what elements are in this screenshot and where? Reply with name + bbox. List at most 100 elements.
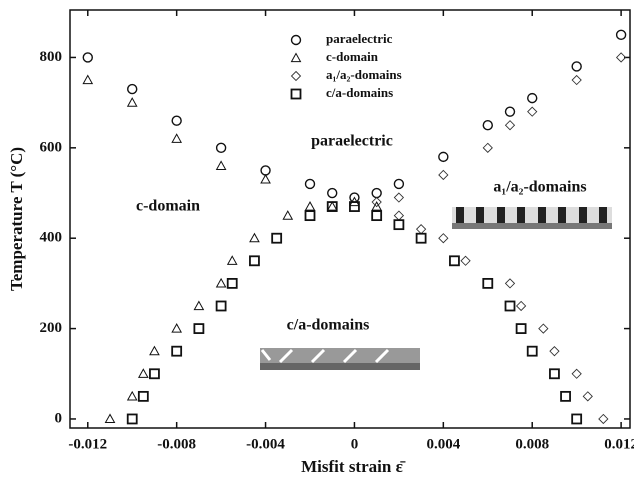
marker <box>415 232 427 244</box>
marker <box>249 232 260 243</box>
annotation: paraelectric <box>311 133 393 150</box>
marker <box>126 390 138 401</box>
marker <box>571 413 583 425</box>
legend-label: c/a-domains <box>326 85 393 100</box>
marker <box>504 300 516 312</box>
annotation: c-domain <box>136 198 200 215</box>
marker <box>171 133 183 143</box>
marker <box>137 390 149 402</box>
x-tick-label: 0.004 <box>426 436 460 452</box>
marker <box>215 160 227 171</box>
legend-marker <box>290 88 302 100</box>
y-tick-label: 0 <box>55 410 63 426</box>
marker <box>527 106 538 117</box>
marker <box>504 278 516 289</box>
marker <box>615 29 627 41</box>
marker <box>171 323 183 333</box>
marker <box>571 61 582 72</box>
y-tick-label: 400 <box>40 230 63 246</box>
marker <box>149 368 160 380</box>
marker <box>326 201 338 211</box>
marker <box>538 323 549 334</box>
marker <box>193 300 205 311</box>
marker <box>171 115 182 126</box>
marker <box>415 224 427 235</box>
legend-label: paraelectric <box>326 31 393 46</box>
marker <box>226 255 238 265</box>
marker <box>449 255 460 267</box>
marker <box>149 345 160 356</box>
marker <box>549 346 560 357</box>
marker <box>137 368 149 378</box>
marker <box>393 178 405 190</box>
marker <box>582 391 593 402</box>
legend-marker <box>290 52 302 63</box>
marker <box>171 345 183 357</box>
marker <box>482 120 493 131</box>
annotation: a₁/a₂-domains <box>493 179 586 196</box>
x-tick-label: 0 <box>351 436 359 452</box>
a1-a2-inset <box>452 207 612 229</box>
plot-frame <box>69 9 631 429</box>
marker <box>226 277 238 289</box>
x-axis-label: Misfit strain ε̄ <box>301 457 406 476</box>
y-tick-label: 200 <box>40 320 63 336</box>
marker <box>571 368 582 379</box>
marker <box>304 201 316 211</box>
y-tick-label: 600 <box>40 139 63 155</box>
marker <box>526 345 538 357</box>
marker <box>515 300 527 312</box>
marker <box>82 74 94 85</box>
marker <box>271 232 283 244</box>
legend-marker <box>290 34 302 46</box>
y-axis-label: Temperature T (°C) <box>7 147 26 291</box>
x-tick-label: 0.008 <box>515 436 549 452</box>
marker <box>326 201 338 212</box>
legend-label: c-domain <box>326 49 379 64</box>
marker <box>349 201 360 212</box>
annotation: c/a-domains <box>287 317 370 334</box>
marker <box>371 187 382 199</box>
marker <box>438 151 449 163</box>
marker <box>438 233 449 244</box>
y-tick-label: 800 <box>40 49 63 65</box>
marker <box>260 165 271 176</box>
marker <box>571 74 582 86</box>
x-tick-label: -0.004 <box>246 436 285 452</box>
marker <box>393 192 405 203</box>
marker <box>393 210 405 221</box>
marker <box>504 106 516 117</box>
marker <box>460 255 471 266</box>
marker <box>82 52 93 63</box>
marker <box>438 169 449 181</box>
c-a-inset <box>260 348 420 370</box>
marker <box>527 92 538 104</box>
marker <box>560 390 571 402</box>
marker <box>393 219 405 231</box>
marker <box>515 323 527 334</box>
marker <box>482 277 494 289</box>
marker <box>304 178 316 190</box>
marker <box>193 323 205 334</box>
marker <box>598 413 609 425</box>
x-tick-label: -0.012 <box>68 436 107 452</box>
marker <box>126 413 138 425</box>
marker <box>482 142 493 153</box>
marker <box>327 187 338 199</box>
marker <box>504 120 516 131</box>
marker <box>127 83 138 95</box>
marker <box>215 300 227 312</box>
marker <box>549 368 560 380</box>
legend-marker <box>290 70 302 82</box>
marker <box>260 173 271 184</box>
marker <box>371 196 382 208</box>
marker <box>371 210 383 222</box>
marker <box>304 210 316 222</box>
marker <box>282 210 294 220</box>
marker <box>104 413 116 424</box>
legend-label: a₁/a₂-domains <box>326 67 402 82</box>
marker <box>615 52 627 63</box>
x-tick-label: 0.012 <box>604 436 634 452</box>
marker <box>249 255 260 267</box>
